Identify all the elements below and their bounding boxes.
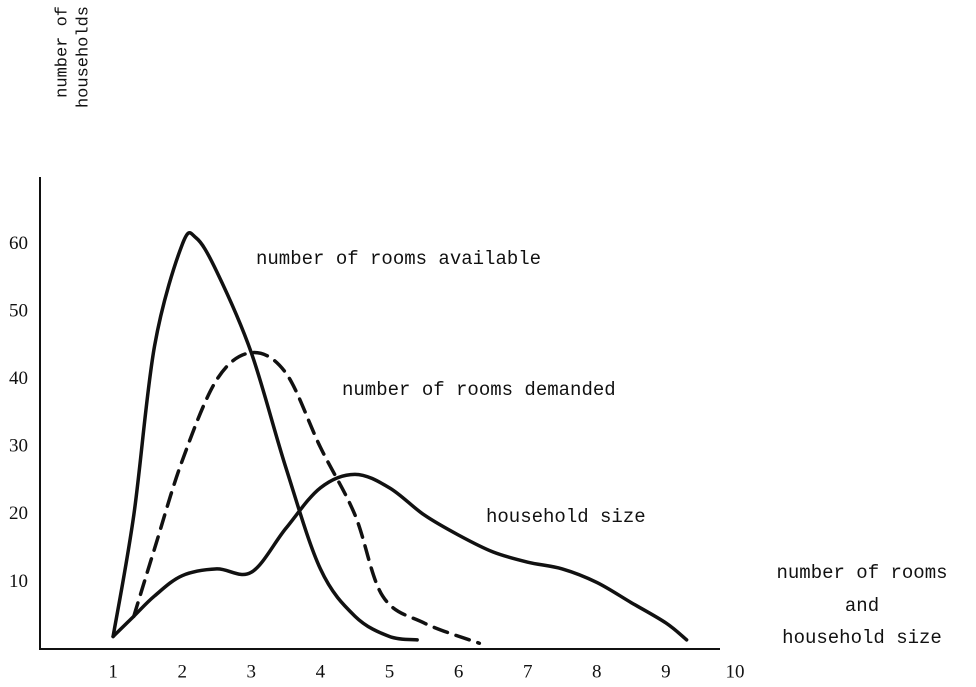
- y-axis-label-line: number of: [53, 6, 72, 98]
- series-label: household size: [486, 506, 646, 528]
- y-tick-label: 10: [9, 571, 28, 592]
- y-tick-label: 20: [9, 503, 28, 524]
- y-tick-label: 50: [9, 301, 28, 322]
- y-axis-label: number of: [53, 6, 72, 98]
- x-tick-label: 3: [247, 661, 257, 682]
- line-2: [111, 472, 689, 642]
- y-axis-label: households: [74, 6, 93, 108]
- x-axis-label: household size: [782, 627, 942, 649]
- line-0: [111, 230, 419, 642]
- x-axis-label: and: [845, 595, 879, 617]
- x-tick-label: 5: [385, 661, 395, 682]
- x-tick-label: 6: [454, 661, 464, 682]
- x-tick-label: 10: [726, 661, 745, 682]
- series-label: number of rooms available: [256, 248, 541, 270]
- series-label: number of rooms demanded: [342, 379, 616, 401]
- x-axis-label: number of rooms: [776, 562, 947, 584]
- line-1: [132, 350, 482, 645]
- x-tick-label: 9: [661, 661, 671, 682]
- y-axis-label-line: households: [74, 6, 93, 108]
- x-tick-label: 2: [177, 661, 187, 682]
- y-tick-label: 30: [9, 436, 28, 457]
- y-tick-label: 40: [9, 368, 28, 389]
- x-tick-label: 8: [592, 661, 602, 682]
- y-tick-label: 60: [9, 233, 28, 254]
- x-tick-label: 7: [523, 661, 533, 682]
- x-tick-label: 1: [108, 661, 118, 682]
- x-tick-label: 4: [316, 661, 326, 682]
